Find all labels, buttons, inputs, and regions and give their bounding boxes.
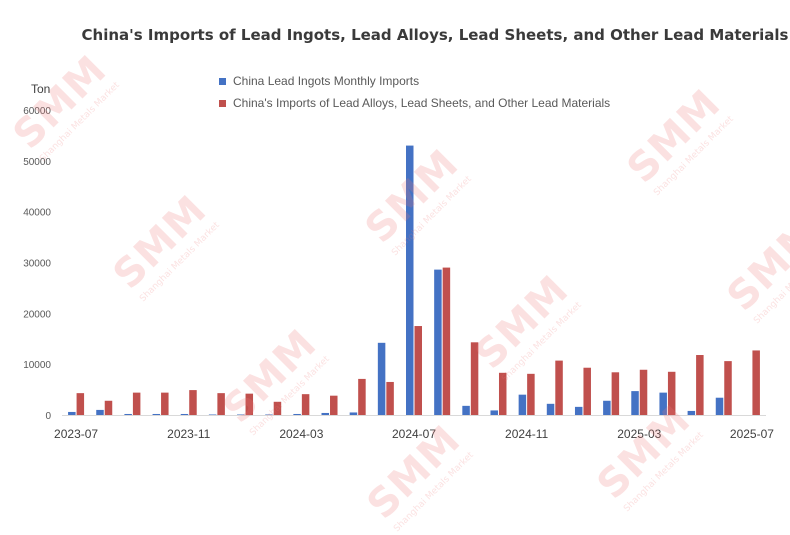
bar-lead-ingots — [631, 391, 639, 415]
y-tick-label: 0 — [45, 411, 51, 422]
bar-lead-ingots — [546, 403, 555, 415]
legend-label-lead-ingots: China Lead Ingots Monthly Imports — [233, 74, 420, 88]
legend: China Lead Ingots Monthly Imports China'… — [219, 70, 610, 114]
bar-lead-ingots — [715, 397, 724, 415]
legend-swatch-lead-alloys — [219, 99, 226, 107]
bar-lead-ingots — [96, 409, 104, 415]
bar-lead-alloys — [667, 371, 676, 415]
bar-lead-ingots — [124, 413, 132, 415]
x-tick-label: 2025-03 — [617, 427, 661, 441]
bar-lead-ingots — [687, 410, 696, 415]
y-tick-label: 30000 — [23, 259, 51, 270]
bar-lead-alloys — [301, 394, 310, 415]
bar-lead-alloys — [696, 355, 704, 415]
bar-lead-ingots — [490, 410, 498, 415]
bar-lead-ingots — [434, 269, 442, 415]
bar-lead-ingots — [518, 394, 527, 415]
x-tick-label: 2024-07 — [392, 427, 436, 441]
bar-lead-alloys — [527, 373, 535, 415]
legend-label-lead-alloys: China's Imports of Lead Alloys, Lead She… — [233, 96, 611, 110]
bar-lead-alloys — [611, 372, 620, 415]
bar-lead-alloys — [386, 381, 394, 415]
y-tick-label: 20000 — [23, 309, 51, 320]
x-tick-label: 2023-11 — [167, 427, 210, 441]
x-tick-label: 2024-03 — [279, 427, 323, 441]
bar-lead-alloys — [76, 393, 85, 415]
bar-lead-ingots — [377, 342, 386, 415]
y-axis-unit-label: Ton — [31, 82, 51, 96]
bar-lead-ingots — [265, 414, 273, 415]
bar-lead-alloys — [470, 342, 479, 415]
bar-lead-alloys — [752, 350, 760, 415]
bar-lead-alloys — [104, 400, 113, 415]
bar-lead-ingots — [349, 412, 358, 415]
bar-lead-alloys — [555, 360, 563, 415]
y-tick-label: 50000 — [23, 157, 51, 168]
chart-container: China's Imports of Lead Ingots, Lead All… — [5, 26, 790, 534]
bar-lead-ingots — [180, 413, 189, 415]
legend-item-lead-ingots: China Lead Ingots Monthly Imports — [219, 70, 610, 92]
bar-lead-alloys — [639, 369, 648, 415]
bar-chart-plot: 0 10000 20000 30000 40000 50000 60000 2023-07 20… — [23, 106, 774, 441]
bar-lead-alloys — [724, 361, 732, 415]
chart-title: China's Imports of Lead Ingots, Lead All… — [81, 26, 789, 44]
y-tick-label: 40000 — [23, 208, 51, 219]
bar-lead-alloys — [132, 392, 141, 415]
bar-lead-alloys — [189, 390, 197, 415]
bar-lead-alloys — [583, 367, 591, 415]
legend-swatch-lead-ingots — [219, 77, 226, 85]
x-tick-label: 2025-07 — [730, 427, 774, 441]
bar-lead-ingots — [208, 414, 217, 415]
bar-lead-ingots — [406, 145, 414, 416]
bar-lead-ingots — [293, 413, 301, 415]
bar-lead-ingots — [68, 411, 76, 415]
bar-lead-ingots — [574, 406, 583, 415]
bar-lead-alloys — [161, 392, 169, 415]
bar-lead-alloys — [217, 393, 225, 415]
x-tick-label: 2023-07 — [54, 427, 98, 441]
bar-lead-alloys — [414, 326, 422, 415]
y-tick-label: 60000 — [23, 106, 51, 117]
bar-lead-alloys — [358, 378, 366, 415]
bar-lead-alloys — [245, 393, 254, 415]
bar-lead-ingots — [321, 412, 330, 415]
bar-lead-alloys — [498, 372, 507, 415]
legend-item-lead-alloys: China's Imports of Lead Alloys, Lead She… — [219, 92, 610, 114]
y-tick-label: 10000 — [23, 360, 51, 371]
bar-lead-alloys — [330, 395, 338, 415]
bar-lead-ingots — [659, 392, 667, 415]
bar-lead-ingots — [462, 405, 470, 415]
bar-lead-ingots — [603, 400, 611, 415]
bar-lead-ingots — [237, 414, 245, 415]
bar-lead-alloys — [442, 267, 451, 415]
bar-lead-alloys — [273, 401, 282, 415]
x-tick-label: 2024-11 — [505, 427, 548, 441]
bar-lead-ingots — [152, 413, 161, 415]
